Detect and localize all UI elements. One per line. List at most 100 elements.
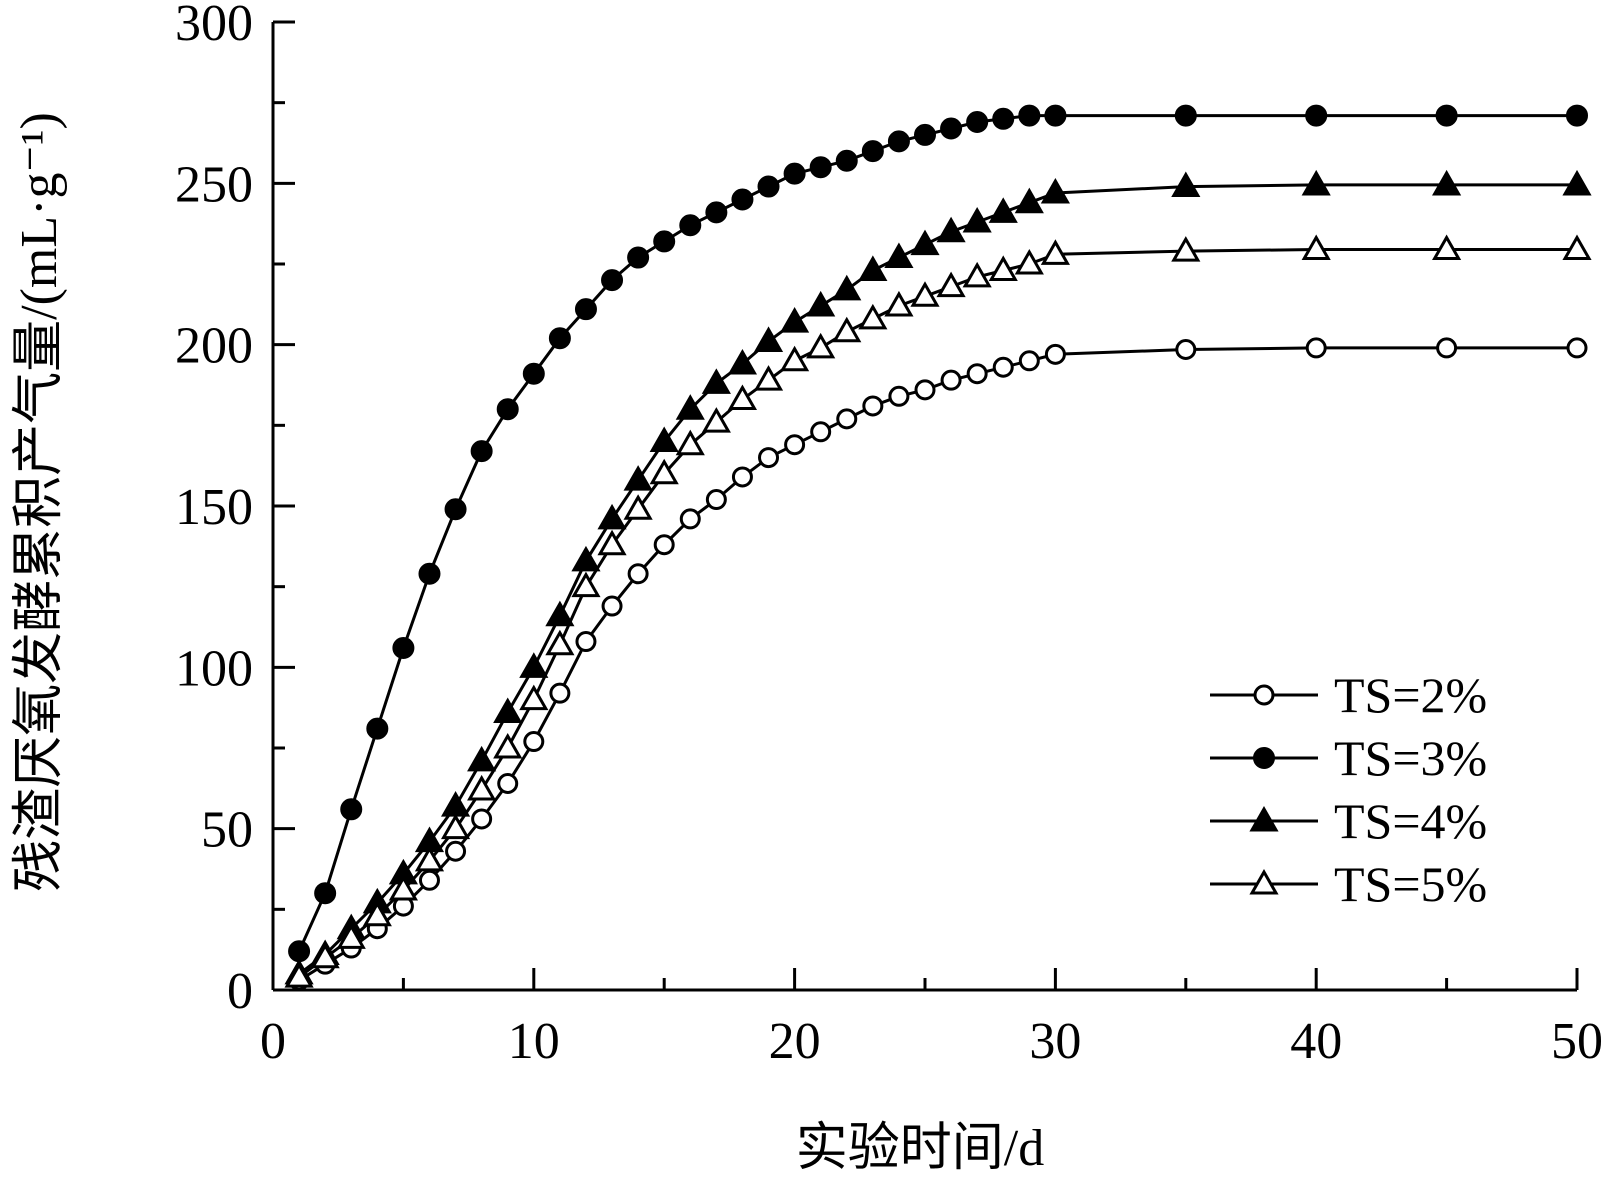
data-point: [575, 631, 597, 653]
data-point: [806, 290, 836, 317]
data-point: [884, 290, 914, 317]
y-tick-label: 0: [227, 963, 253, 1020]
data-point: [731, 466, 753, 488]
data-point: [1301, 169, 1331, 196]
data-point: [418, 562, 441, 585]
data-point: [288, 940, 311, 963]
data-point: [758, 447, 780, 469]
data-point: [574, 298, 597, 321]
y-tick-label: 250: [175, 156, 253, 213]
data-point: [623, 465, 653, 491]
data-point: [675, 394, 705, 420]
data-point: [545, 600, 575, 627]
data-point: [549, 682, 571, 704]
data-point: [910, 229, 940, 256]
data-point: [522, 362, 545, 385]
data-point: [992, 356, 1014, 378]
data-point: [1018, 350, 1040, 372]
data-point: [940, 369, 962, 391]
data-point: [601, 269, 624, 292]
data-point: [1432, 234, 1462, 260]
data-point: [627, 563, 649, 585]
data-point: [336, 923, 366, 949]
data-point: [493, 697, 523, 724]
data-point: [783, 162, 806, 185]
data-point: [858, 303, 888, 330]
data-point: [832, 274, 862, 301]
data-point: [1562, 234, 1592, 260]
data-point: [445, 840, 467, 862]
data-point: [597, 503, 627, 530]
data-point: [988, 255, 1018, 281]
legend-label: TS=5%: [1334, 856, 1487, 912]
data-point: [966, 363, 988, 385]
data-point: [1301, 234, 1331, 260]
data-point: [523, 731, 545, 753]
data-point: [1305, 104, 1328, 127]
data-point: [649, 426, 679, 452]
data-point: [362, 900, 392, 927]
data-point: [653, 230, 676, 253]
x-tick-label: 50: [1551, 1013, 1603, 1070]
data-point: [519, 684, 549, 711]
data-point: [1435, 104, 1458, 127]
y-tick-label: 50: [201, 802, 253, 859]
data-point: [884, 242, 914, 269]
data-point: [988, 197, 1018, 223]
data-point: [809, 156, 832, 179]
data-point: [314, 882, 337, 905]
y-tick-label: 150: [175, 479, 253, 536]
y-tick-label: 300: [175, 0, 253, 52]
data-point: [497, 772, 519, 794]
x-tick-label: 20: [769, 1013, 821, 1070]
legend-marker: [1253, 684, 1275, 706]
data-point: [627, 246, 650, 269]
data-point: [284, 962, 314, 988]
legend-entry: TS=2%: [1210, 667, 1487, 723]
data-point: [571, 571, 601, 598]
data-point: [1014, 187, 1044, 214]
data-point: [440, 813, 471, 840]
data-point: [1175, 339, 1197, 361]
data-point: [1566, 337, 1588, 359]
legend: TS=2% TS=3% TS=4% TS=5%: [1210, 667, 1487, 912]
data-point: [914, 379, 936, 401]
data-point: [962, 261, 992, 288]
data-point: [887, 130, 910, 153]
legend-entry: TS=4%: [1210, 793, 1487, 849]
series-group: [284, 104, 1592, 991]
data-point: [649, 458, 679, 485]
x-axis-label: 实验时间/d: [796, 1120, 1044, 1177]
y-tick-label: 200: [175, 318, 253, 375]
legend-marker: [1253, 747, 1275, 769]
data-point: [1305, 337, 1327, 359]
data-point: [548, 327, 571, 350]
x-tick-label: 30: [1029, 1013, 1081, 1070]
data-point: [471, 808, 493, 830]
data-point: [1432, 169, 1462, 196]
data-point: [679, 508, 701, 530]
data-point: [705, 201, 728, 224]
data-point: [1566, 104, 1588, 127]
data-point: [940, 117, 963, 140]
data-point: [835, 149, 858, 172]
data-point: [1040, 177, 1070, 204]
legend-label: TS=3%: [1334, 730, 1487, 786]
data-point: [470, 440, 493, 463]
series-line: [297, 114, 1577, 952]
data-point: [861, 140, 884, 163]
y-axis-label: 残渣厌氧发酵累积产气量/(mL·g⁻¹): [11, 112, 68, 892]
data-point: [705, 489, 727, 511]
data-point: [601, 595, 623, 617]
legend-marker: [1249, 805, 1279, 832]
data-point: [675, 429, 705, 456]
data-point: [467, 745, 497, 772]
data-point: [1044, 104, 1067, 127]
data-point: [731, 188, 754, 211]
data-point: [623, 494, 653, 520]
series-2: [288, 104, 1588, 963]
data-point: [653, 534, 675, 556]
data-point: [1018, 104, 1041, 127]
data-point: [701, 368, 731, 394]
